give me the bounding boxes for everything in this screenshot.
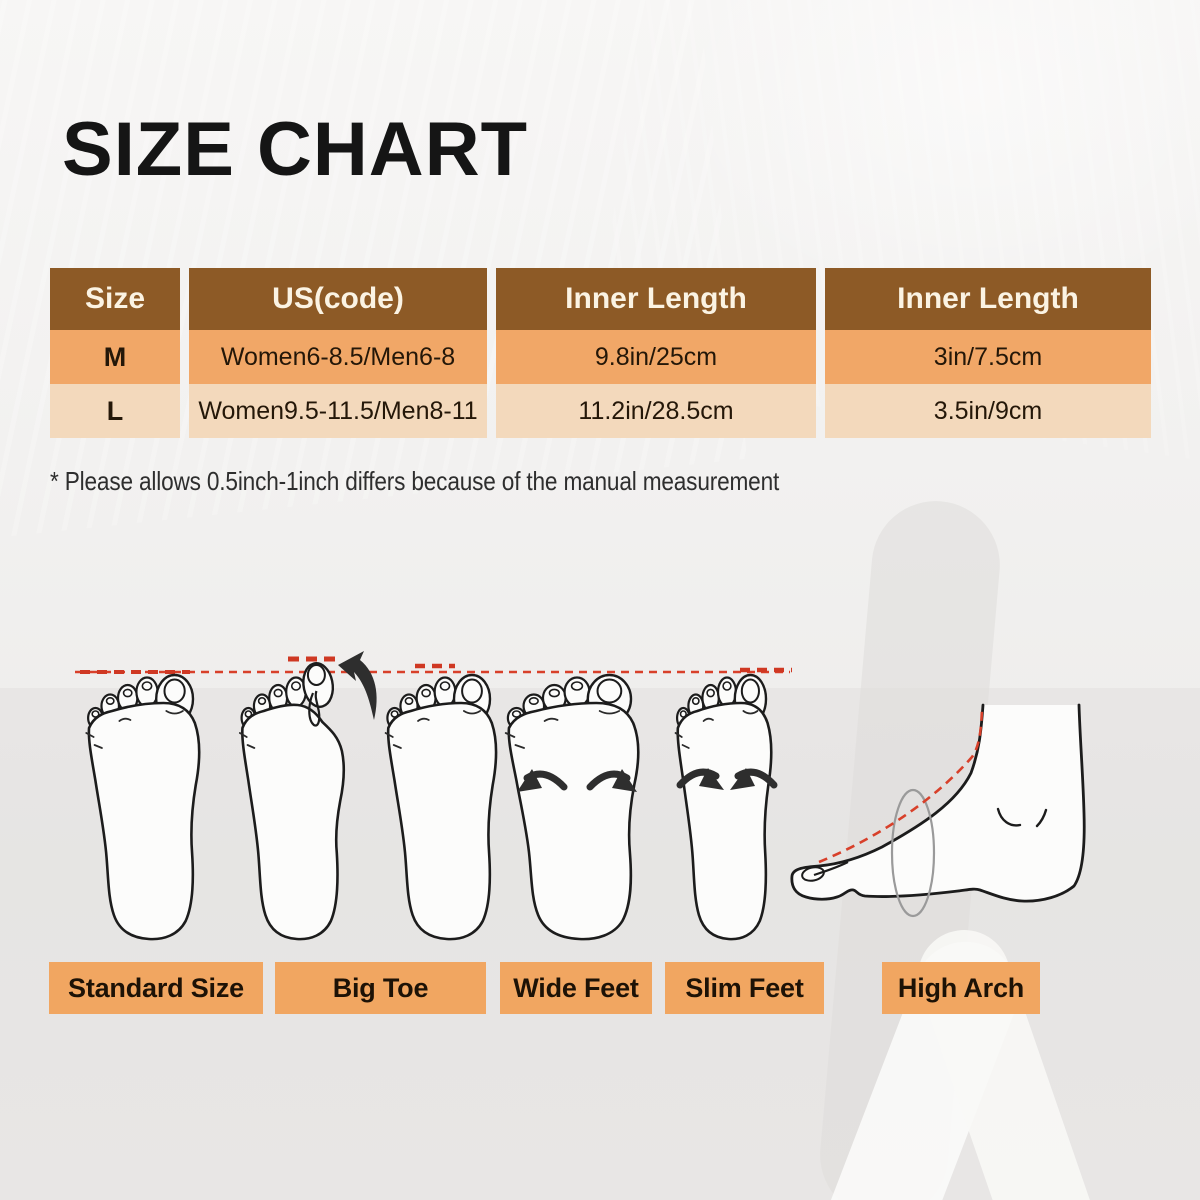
header-cell-inner-length2: Inner Length <box>825 268 1151 330</box>
arch-dashed-line <box>818 708 984 864</box>
label-wide-feet: Wide Feet <box>500 962 652 1014</box>
cell-inner-length2: 3in/7.5cm <box>825 330 1151 384</box>
cell-inner-length: 9.8in/25cm <box>496 330 816 384</box>
foot-slim <box>676 675 772 939</box>
size-table: Size US(code) Inner Length Inner Length … <box>50 268 1160 438</box>
toe-correction-arrow <box>338 651 377 720</box>
label-slim-feet: Slim Feet <box>665 962 824 1014</box>
foot-normal <box>386 675 496 939</box>
wide-feet-arrows <box>517 769 637 792</box>
foot-big-toe <box>240 660 344 940</box>
foot-illustrations <box>75 651 1086 965</box>
header-cell-us-code: US(code) <box>189 268 487 330</box>
measurement-note: * Please allows 0.5inch-1inch differs be… <box>50 466 780 496</box>
page-title: SIZE CHART <box>62 107 528 192</box>
header-cell-size: Size <box>50 268 180 330</box>
cell-inner-length: 11.2in/28.5cm <box>496 384 816 438</box>
header-cell-inner-length: Inner Length <box>496 268 816 330</box>
cell-us-code: Women6-8.5/Men6-8 <box>189 330 487 384</box>
cell-size: M <box>50 330 180 384</box>
toe-measure-dashed-line <box>75 656 792 674</box>
label-standard-size: Standard Size <box>49 962 263 1014</box>
cell-inner-length2: 3.5in/9cm <box>825 384 1151 438</box>
table-row-size-l: L Women9.5-11.5/Men8-11 11.2in/28.5cm 3.… <box>50 384 1160 438</box>
cell-size: L <box>50 384 180 438</box>
arch-girth-ellipse <box>890 788 936 918</box>
table-header-row: Size US(code) Inner Length Inner Length <box>50 268 1160 330</box>
table-row-size-m: M Women6-8.5/Men6-8 9.8in/25cm 3in/7.5cm <box>50 330 1160 384</box>
label-high-arch: High Arch <box>882 962 1040 1014</box>
label-big-toe: Big Toe <box>275 962 486 1014</box>
foot-wide <box>506 675 638 939</box>
slim-feet-arrows <box>676 768 778 790</box>
cell-us-code: Women9.5-11.5/Men8-11 <box>189 384 487 438</box>
foot-side-high-arch <box>790 703 1086 918</box>
foot-standard <box>86 675 199 939</box>
ankle-marks <box>996 807 1048 828</box>
